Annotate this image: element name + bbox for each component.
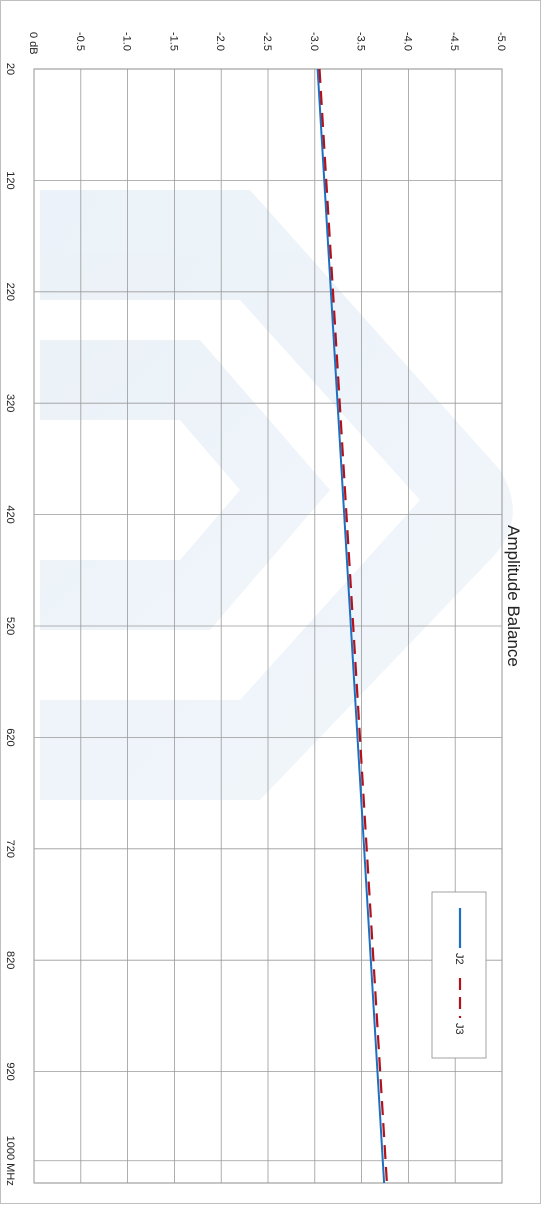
x-tick-label: 620	[4, 728, 16, 746]
y-tick-label: -3.0	[308, 32, 320, 51]
x-tick-label: 820	[4, 951, 16, 969]
legend-label-j3: J3	[453, 1023, 465, 1035]
x-tick-label: 920	[4, 1062, 16, 1080]
series-line-j3	[318, 68, 388, 1184]
x-tick-label: 220	[4, 283, 16, 301]
x-tick-label: 420	[4, 505, 16, 523]
x-tick-label: 720	[4, 840, 16, 858]
plot-area: 0 dB -0.5 -1.0 -1.5 -2.0 -2.5 -3.0 -3.5 -4.0 -4.5…	[4, 32, 523, 1186]
x-tick-label: 1000 MHz	[4, 1136, 16, 1186]
x-tick-label: 520	[4, 617, 16, 635]
x-tick-label: 120	[4, 171, 16, 189]
chart-title: Amplitude Balance	[504, 525, 523, 667]
y-tick-label: -2.0	[214, 32, 226, 51]
y-tick-label: -4.5	[448, 32, 460, 51]
x-tick-label: 320	[4, 394, 16, 412]
y-tick-label: 0 dB	[27, 32, 39, 55]
y-tick-label: -0.5	[74, 32, 86, 51]
y-tick-label: -1.0	[121, 32, 133, 51]
y-tick-label: -1.5	[167, 32, 179, 51]
series-line-j2	[316, 68, 386, 1184]
watermark-logo	[40, 190, 513, 800]
x-tick-label: 20	[4, 63, 16, 75]
y-tick-label: -2.5	[261, 32, 273, 51]
y-tick-label: -4.0	[401, 32, 413, 51]
y-tick-label: -3.5	[355, 32, 367, 51]
legend-label-j2: J2	[453, 953, 465, 965]
y-tick-label: -5.0	[495, 32, 507, 51]
